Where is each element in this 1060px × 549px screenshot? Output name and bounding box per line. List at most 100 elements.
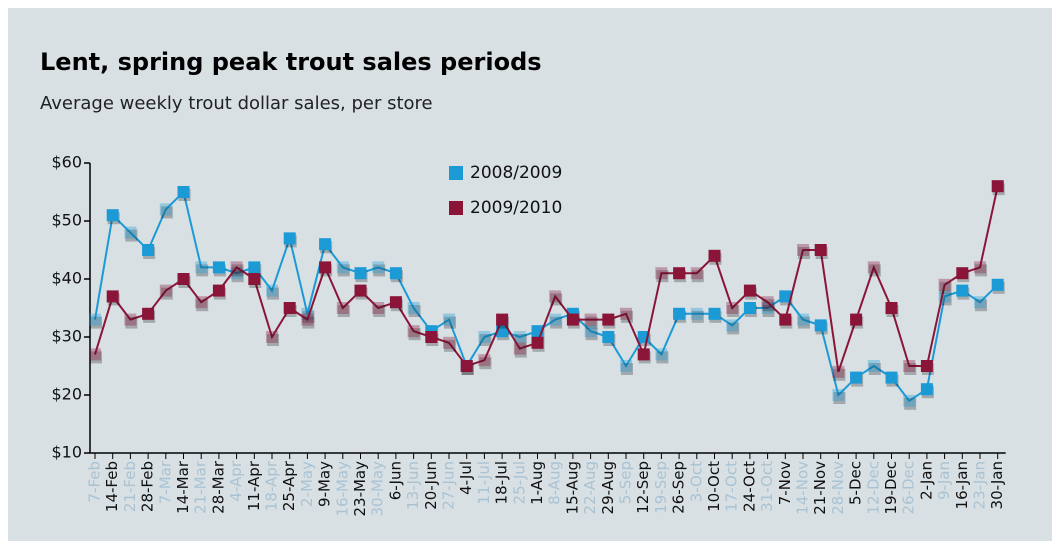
marker <box>726 302 739 314</box>
marker-shadow <box>267 334 279 346</box>
marker <box>655 348 668 361</box>
marker <box>743 284 756 297</box>
marker <box>496 313 509 326</box>
marker-shadow <box>408 305 421 317</box>
marker <box>708 307 721 320</box>
marker <box>867 360 880 372</box>
marker-shadow <box>975 299 987 312</box>
x-tick-label: 19-Sep <box>652 461 670 514</box>
marker <box>336 261 349 274</box>
marker <box>389 296 402 309</box>
marker <box>106 290 119 303</box>
marker-shadow <box>550 316 563 329</box>
x-tick-label: 28-Feb <box>139 461 157 512</box>
marker <box>797 244 809 256</box>
y-tick-label: $60 <box>51 153 82 172</box>
marker <box>124 313 137 326</box>
x-tick-label: 14-Mar <box>174 460 192 514</box>
marker <box>620 307 632 320</box>
marker <box>602 331 615 343</box>
x-tick-label: 24-Oct <box>740 461 758 512</box>
marker <box>443 313 455 326</box>
marker-shadow <box>904 363 917 375</box>
marker-shadow <box>337 305 350 317</box>
marker <box>814 319 827 332</box>
marker <box>266 284 278 297</box>
marker <box>620 360 632 372</box>
marker-shadow <box>514 345 527 358</box>
x-tick-label: 2-May <box>298 461 316 507</box>
marker-shadow <box>691 270 704 283</box>
marker-shadow <box>160 287 173 300</box>
x-tick-label: 5-Sep <box>617 461 635 504</box>
marker <box>425 331 438 343</box>
x-tick-label: 14-Feb <box>103 461 121 512</box>
marker-shadow <box>231 264 244 277</box>
x-tick-label: 7-Mar <box>156 460 174 504</box>
x-tick-label: 15-Aug <box>563 461 581 514</box>
marker <box>248 273 261 285</box>
marker-shadow <box>550 293 563 306</box>
x-tick-label: 29-Aug <box>599 461 617 514</box>
marker <box>177 186 190 198</box>
marker <box>513 342 526 355</box>
marker-shadow <box>904 397 917 410</box>
marker <box>319 238 332 251</box>
marker <box>195 296 208 309</box>
marker <box>956 284 969 297</box>
x-tick-label: 6-Jun <box>386 461 404 500</box>
marker-shadow <box>868 264 881 277</box>
marker-shadow <box>975 264 987 277</box>
marker <box>743 302 756 314</box>
marker <box>389 267 402 280</box>
marker <box>283 232 296 245</box>
marker-shadow <box>727 305 740 317</box>
marker-shadow <box>479 357 492 370</box>
y-tick-label: $20 <box>51 385 82 404</box>
y-tick-label: $10 <box>51 443 82 462</box>
marker <box>991 180 1004 193</box>
marker <box>372 302 385 314</box>
marker <box>832 365 845 378</box>
x-tick-label: 16-Jan <box>953 461 971 509</box>
marker-shadow <box>479 334 492 346</box>
marker-shadow <box>939 281 952 294</box>
marker <box>867 261 880 274</box>
marker <box>673 267 686 280</box>
marker-shadow <box>90 351 102 364</box>
x-tick-label: 11-Apr <box>245 460 263 511</box>
marker <box>354 267 367 280</box>
marker <box>690 267 703 280</box>
marker <box>195 261 208 274</box>
series-line <box>94 185 999 373</box>
marker <box>513 331 526 343</box>
x-tick-label: 4-Jul <box>457 461 475 495</box>
marker <box>779 290 792 303</box>
marker <box>938 278 951 291</box>
x-tick-label: 25-Jul <box>510 461 528 504</box>
x-tick-label: 21-Mar <box>192 460 210 514</box>
marker <box>761 296 774 309</box>
x-tick-label: 21-Feb <box>121 461 139 512</box>
marker <box>336 302 349 314</box>
x-tick-label: 28-Mar <box>209 460 227 514</box>
x-tick-label: 17-Oct <box>723 461 741 512</box>
marker <box>478 354 491 367</box>
x-tick-label: 25-Apr <box>280 460 298 511</box>
chart-title: Lent, spring peak trout sales periods <box>40 48 542 76</box>
x-tick-label: 18-Apr <box>263 460 281 511</box>
marker <box>301 313 314 326</box>
x-tick-label: 19-Dec <box>882 461 900 515</box>
x-tick-label: 20-Jun <box>422 461 440 510</box>
marker <box>142 244 155 256</box>
marker <box>903 360 916 372</box>
marker <box>584 313 597 326</box>
x-tick-label: 5-Dec <box>847 461 865 505</box>
marker <box>212 284 225 297</box>
x-tick-label: 9-May <box>316 461 334 507</box>
marker-shadow <box>727 322 740 335</box>
marker-shadow <box>231 270 244 283</box>
marker <box>531 336 544 349</box>
x-tick-label: 2-Jan <box>917 461 935 500</box>
